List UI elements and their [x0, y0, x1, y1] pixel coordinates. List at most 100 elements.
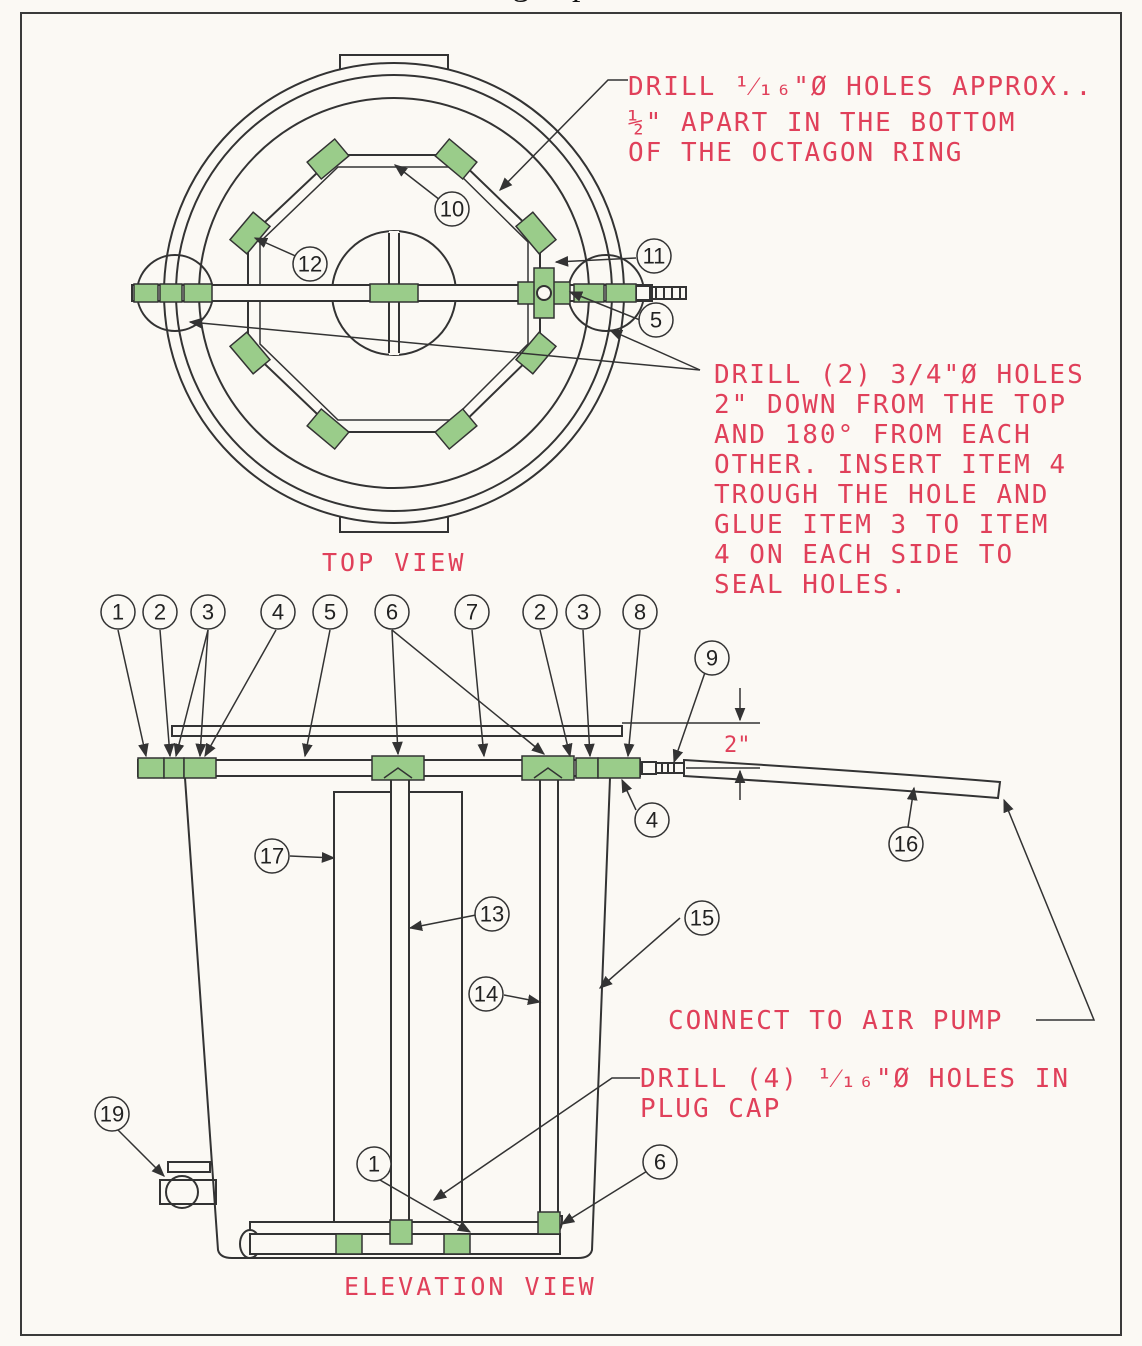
plug-cap	[389, 1219, 413, 1245]
callout-12: 12	[292, 246, 328, 282]
elevation-callouts: 9 4 16 17 13 15 14 19 1 6	[94, 640, 924, 1182]
callout-3: 3	[190, 594, 226, 630]
note-drill-large-holes: DRILL (2) 3/4"Ø HOLES 2" DOWN FROM THE T…	[714, 360, 1085, 600]
coupling	[443, 1233, 471, 1255]
svg-text:7: 7	[466, 600, 478, 625]
callout-10: 10	[434, 191, 470, 227]
callout-2b: 2	[522, 594, 558, 630]
svg-text:8: 8	[634, 600, 646, 625]
callout-2: 2	[142, 594, 178, 630]
callout-5-top: 5	[638, 302, 674, 338]
valve-handle	[167, 1161, 211, 1173]
callout-1: 1	[100, 594, 136, 630]
svg-text:4: 4	[646, 808, 658, 833]
fitting	[133, 283, 159, 303]
svg-text:15: 15	[690, 906, 714, 931]
svg-text:5: 5	[324, 600, 336, 625]
callout-7: 7	[454, 594, 490, 630]
elevation-fittings	[137, 755, 641, 1255]
svg-text:6: 6	[654, 1150, 666, 1175]
elevation-leaders	[117, 629, 1096, 1233]
callout-6b: 6	[642, 1144, 678, 1180]
drawing-border	[20, 12, 1122, 1336]
elbow	[434, 407, 478, 451]
callout-19: 19	[94, 1096, 130, 1132]
dimension-2in	[622, 688, 760, 800]
svg-text:12: 12	[298, 252, 322, 277]
elevation-view-drawing	[137, 725, 1002, 1259]
callout-16: 16	[888, 826, 924, 862]
svg-text:19: 19	[100, 1102, 124, 1127]
svg-text:14: 14	[474, 982, 498, 1007]
callout-9: 9	[694, 640, 730, 676]
callout-5: 5	[312, 594, 348, 630]
callout-11: 11	[636, 238, 672, 274]
svg-text:3: 3	[577, 600, 589, 625]
callout-13: 13	[474, 896, 510, 932]
svg-text:5: 5	[650, 308, 662, 333]
fitting	[137, 757, 165, 779]
svg-text:16: 16	[894, 832, 918, 857]
dimension-label: 2"	[724, 733, 751, 758]
top-view-title: TOP VIEW	[322, 548, 467, 577]
valve-outline	[159, 1179, 217, 1205]
fitting	[163, 757, 185, 779]
callout-15: 15	[684, 900, 720, 936]
note-drill-small-holes-line1: DRILL ¹⁄₁₆"Ø HOLES APPROX..	[628, 72, 1094, 102]
elbow-6	[537, 1211, 561, 1235]
elbow	[514, 331, 558, 375]
note-connect-air-pump: CONNECT TO AIR PUMP	[668, 1006, 1004, 1036]
callout-17: 17	[254, 838, 290, 874]
elbow	[514, 211, 558, 255]
svg-text:9: 9	[706, 646, 718, 671]
elbow	[306, 137, 350, 181]
air-hose-16	[683, 758, 1002, 800]
vertical-pipe-13	[390, 775, 410, 1227]
note-drill-small-holes-line2: ½" APART IN THE BOTTOM	[628, 108, 1017, 138]
elevation-top-callouts: 1 2 3 4 5 6 7 2 3 8	[100, 594, 658, 630]
callout-4: 4	[260, 594, 296, 630]
svg-text:10: 10	[440, 197, 464, 222]
valve-body	[165, 1175, 199, 1209]
callout-8: 8	[622, 594, 658, 630]
fitting	[159, 283, 183, 303]
svg-text:11: 11	[643, 244, 666, 269]
top-view-fittings	[133, 137, 637, 451]
note-plug-cap-line1: DRILL (4) ¹⁄₁₆"Ø HOLES IN	[640, 1064, 1071, 1094]
elbow	[306, 407, 350, 451]
top-view-leaders	[188, 79, 701, 371]
callout-3b: 3	[565, 594, 601, 630]
hose-barb-top	[650, 286, 687, 300]
callout-4b: 4	[634, 802, 670, 838]
coupling	[335, 1233, 363, 1255]
fitting	[605, 283, 637, 303]
note-drill-small-holes-line3: OF THE OCTAGON RING	[628, 138, 964, 168]
vertical-pipe-14	[539, 775, 559, 1217]
svg-text:4: 4	[272, 600, 284, 625]
svg-text:1: 1	[368, 1152, 380, 1177]
page-header-fragment: ...ng ... p...	[470, 0, 1110, 6]
svg-text:6: 6	[386, 600, 398, 625]
fitting	[183, 283, 213, 303]
tee-outlet	[536, 285, 552, 301]
note-plug-cap-line2: PLUG CAP	[640, 1094, 782, 1124]
svg-text:2: 2	[534, 600, 546, 625]
elevation-view-title: ELEVATION VIEW	[344, 1272, 597, 1301]
center-tee	[369, 283, 419, 303]
svg-text:13: 13	[480, 902, 504, 927]
tee-marks	[383, 767, 563, 779]
top-view-callouts: 10 12 11 5	[292, 191, 674, 338]
fitting	[183, 757, 217, 779]
svg-text:17: 17	[260, 844, 284, 869]
callout-14: 14	[468, 976, 504, 1012]
elbow	[434, 137, 478, 181]
callout-1b: 1	[356, 1146, 392, 1182]
fitting	[575, 757, 599, 779]
callout-6: 6	[374, 594, 410, 630]
svg-text:2: 2	[154, 600, 166, 625]
svg-text:3: 3	[202, 600, 214, 625]
elbow	[228, 331, 272, 375]
svg-text:1: 1	[112, 600, 124, 625]
